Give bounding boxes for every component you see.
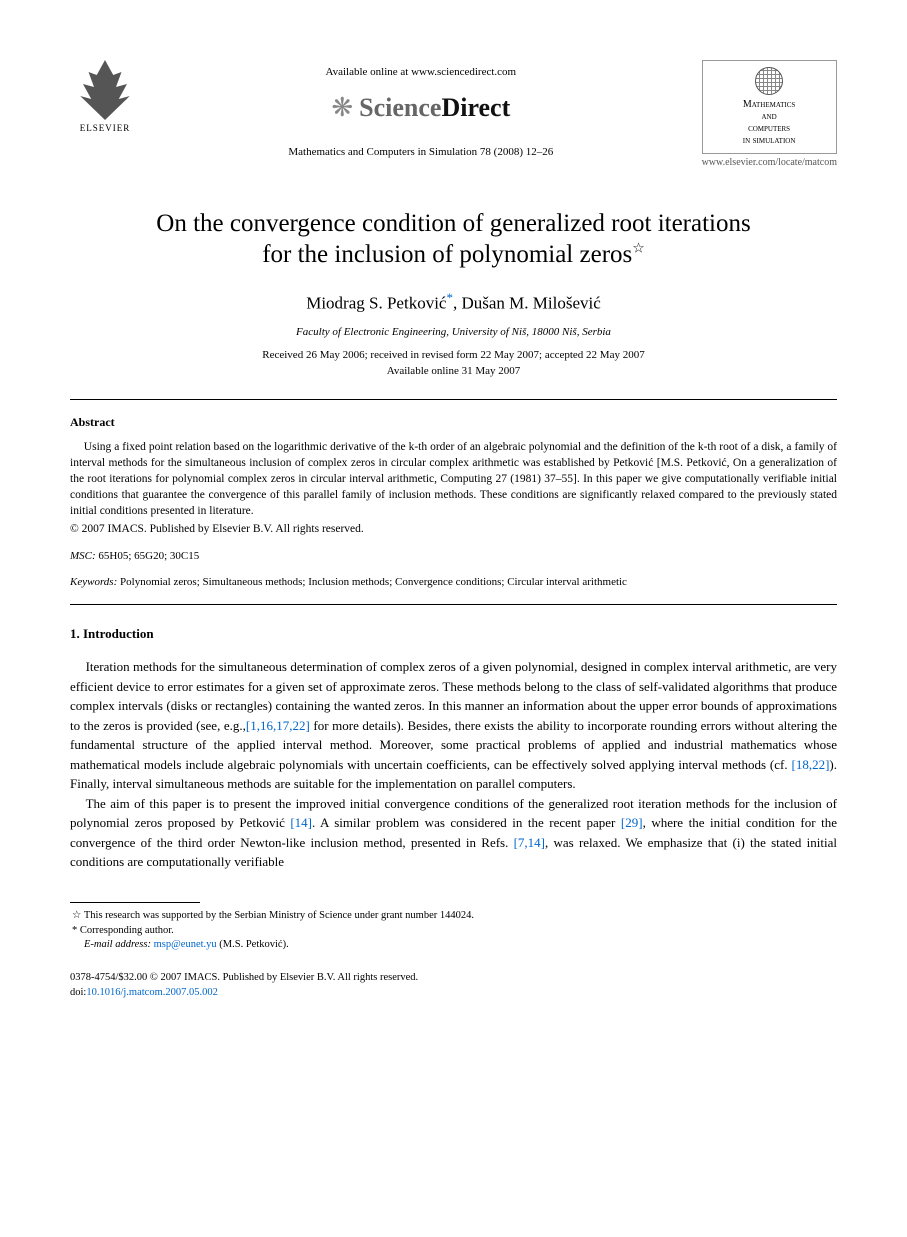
journal-box: Mathematics and computers in simulation — [702, 60, 837, 154]
msc-label: MSC: — [70, 550, 96, 562]
footer-copyright: 0378-4754/$32.00 © 2007 IMACS. Published… — [70, 971, 837, 986]
email-label: E-mail address: — [84, 939, 151, 950]
jn-l4: in simulation — [743, 135, 796, 146]
footer-doi: doi:10.1016/j.matcom.2007.05.002 — [70, 986, 837, 1001]
title-line2: for the inclusion of polynomial zeros — [262, 241, 632, 268]
jn-l2: and — [761, 111, 776, 122]
elsevier-tree-icon — [78, 60, 133, 120]
doi-link[interactable]: 10.1016/j.matcom.2007.05.002 — [86, 987, 218, 998]
ref-link-3[interactable]: [14] — [290, 815, 312, 830]
sd-brand-text: ScienceDirect — [359, 90, 510, 126]
keywords-text: Polynomial zeros; Simultaneous methods; … — [120, 576, 627, 588]
email-who: (M.S. Petković). — [219, 939, 288, 950]
author-1: Miodrag S. Petković — [306, 293, 446, 312]
elsevier-logo: ELSEVIER — [70, 60, 140, 135]
title-footnote-mark: ☆ — [632, 242, 645, 257]
elsevier-label: ELSEVIER — [70, 122, 140, 135]
keywords-block: Keywords: Polynomial zeros; Simultaneous… — [70, 575, 837, 590]
jn-l1: Mathematics — [743, 99, 795, 110]
intro-para-2: The aim of this paper is to present the … — [70, 794, 837, 872]
dates-line2: Available online 31 May 2007 — [387, 365, 521, 377]
footer-block: 0378-4754/$32.00 © 2007 IMACS. Published… — [70, 971, 837, 1000]
ref-link-2[interactable]: [18,22] — [791, 757, 829, 772]
journal-reference: Mathematics and Computers in Simulation … — [140, 145, 702, 160]
available-online-text: Available online at www.sciencedirect.co… — [140, 65, 702, 80]
email-link[interactable]: msp@eunet.yu — [154, 939, 217, 950]
header-row: ELSEVIER Available online at www.science… — [70, 60, 837, 170]
sciencedirect-logo: ❋ ScienceDirect — [331, 90, 510, 126]
sd-direct: Direct — [441, 93, 510, 122]
abstract-copyright: © 2007 IMACS. Published by Elsevier B.V.… — [70, 521, 837, 537]
keywords-label: Keywords: — [70, 576, 117, 588]
footnote-rule — [70, 902, 200, 903]
affiliation: Faculty of Electronic Engineering, Unive… — [70, 325, 837, 340]
title-line1: On the convergence condition of generali… — [156, 210, 750, 237]
p2b: . A similar problem was considered in th… — [312, 815, 621, 830]
abstract-text: Using a fixed point relation based on th… — [70, 439, 837, 519]
authors: Miodrag S. Petković*, Dušan M. Milošević — [70, 289, 837, 315]
footnote-mark-star: ☆ — [72, 910, 81, 921]
ref-link-1[interactable]: [1,16,17,22] — [246, 718, 310, 733]
msc-block: MSC: 65H05; 65G20; 30C15 — [70, 549, 837, 564]
intro-para-1: Iteration methods for the simultaneous d… — [70, 657, 837, 794]
rule-top — [70, 399, 837, 400]
journal-box-wrapper: Mathematics and computers in simulation … — [702, 60, 837, 170]
ref-link-4[interactable]: [29] — [621, 815, 643, 830]
article-title: On the convergence condition of generali… — [70, 208, 837, 271]
globe-icon — [755, 67, 783, 95]
footnote-corresponding-text: Corresponding author. — [80, 925, 174, 936]
footnote-mark-asterisk: * — [72, 925, 77, 936]
footnote-email: E-mail address: msp@eunet.yu (M.S. Petko… — [70, 938, 837, 953]
author-2: Dušan M. Milošević — [461, 293, 600, 312]
sd-swirl-icon: ❋ — [331, 90, 353, 126]
jn-l3: computers — [748, 123, 790, 134]
rule-bottom — [70, 604, 837, 605]
sd-science: Science — [359, 93, 441, 122]
msc-codes: 65H05; 65G20; 30C15 — [98, 550, 199, 562]
dates-line1: Received 26 May 2006; received in revise… — [262, 349, 644, 361]
doi-label: doi: — [70, 987, 86, 998]
journal-name: Mathematics and computers in simulation — [711, 99, 828, 147]
footnote-funding-text: This research was supported by the Serbi… — [84, 910, 474, 921]
article-dates: Received 26 May 2006; received in revise… — [70, 348, 837, 379]
footnote-corresponding: * Corresponding author. — [70, 924, 837, 939]
section-1-heading: 1. Introduction — [70, 625, 837, 643]
footnote-funding: ☆ This research was supported by the Ser… — [70, 909, 837, 924]
journal-url: www.elsevier.com/locate/matcom — [702, 156, 837, 170]
abstract-heading: Abstract — [70, 414, 837, 431]
ref-link-5[interactable]: [7,14] — [514, 835, 545, 850]
center-header: Available online at www.sciencedirect.co… — [140, 60, 702, 160]
